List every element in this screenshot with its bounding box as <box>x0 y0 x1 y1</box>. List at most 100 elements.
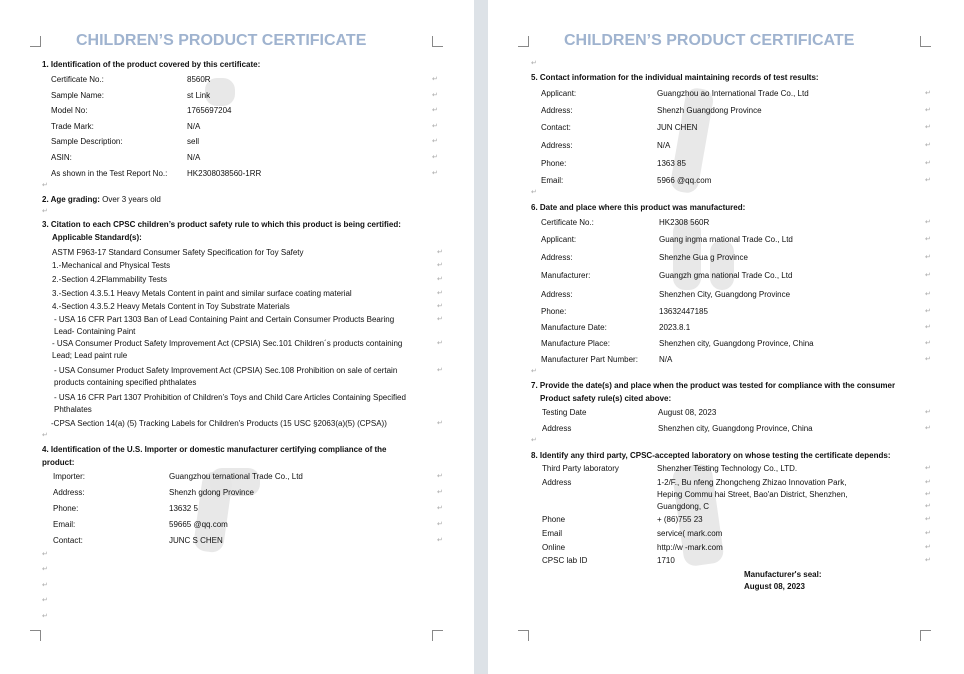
field-value: 2023.8.1 <box>659 323 691 332</box>
section-4-heading-cont: product: <box>42 458 75 467</box>
field-label: Address: <box>541 253 573 262</box>
field-value: 1363 85 <box>657 159 686 168</box>
field-label: Phone <box>542 515 566 524</box>
paragraph-mark: ↵ <box>925 465 931 472</box>
field-label: Email: <box>53 520 76 529</box>
paragraph-mark: ↵ <box>42 432 48 439</box>
field-value: Guangdong, C <box>657 502 710 511</box>
paragraph-mark: ↵ <box>42 551 48 558</box>
field-value: 59665 @qq.com <box>169 520 228 529</box>
corner-mark <box>920 36 931 47</box>
field-label: ASIN: <box>51 153 72 162</box>
field-label: Online <box>542 543 566 552</box>
field-value: JUNC S CHEN <box>169 536 223 545</box>
field-value: August 08, 2023 <box>658 408 717 417</box>
corner-mark <box>518 630 529 641</box>
paragraph-mark: ↵ <box>437 276 443 283</box>
standard-line: -CPSA Section 14(a) (5) Tracking Labels … <box>51 419 387 428</box>
field-value: 5966 @qq.com <box>657 176 712 185</box>
field-value: HK2308038560-1RR <box>187 169 262 178</box>
paragraph-mark: ↵ <box>925 324 931 331</box>
paragraph-mark: ↵ <box>925 308 931 315</box>
field-value: + (86)755 23 <box>657 515 703 524</box>
field-value: 8560R <box>187 75 211 84</box>
standard-line: - USA Consumer Product Safety Improvemen… <box>52 339 403 348</box>
paragraph-mark: ↵ <box>432 107 438 114</box>
paragraph-mark: ↵ <box>437 316 443 323</box>
paragraph-mark: ↵ <box>437 340 443 347</box>
field-value: Shenzhe Gua g Province <box>659 253 748 262</box>
field-value: http://w -mark.com <box>657 543 723 552</box>
paragraph-mark: ↵ <box>531 368 537 375</box>
field-label: Phone: <box>541 159 567 168</box>
corner-mark <box>30 36 41 47</box>
field-label: Sample Name: <box>51 91 104 100</box>
field-label: Address: <box>541 290 573 299</box>
seal-date: August 08, 2023 <box>744 582 805 591</box>
field-value: Shenzh Guangdong Province <box>657 106 762 115</box>
redaction-blur <box>205 78 235 106</box>
field-label: Email <box>542 529 563 538</box>
paragraph-mark: ↵ <box>925 356 931 363</box>
paragraph-mark: ↵ <box>437 521 443 528</box>
field-value: JUN CHEN <box>657 123 698 132</box>
paragraph-mark: ↵ <box>432 123 438 130</box>
standard-line: Lead- Containing Paint <box>54 327 136 336</box>
field-value: 1710 <box>657 556 675 565</box>
field-value: Shenzhen city, Guangdong Province, China <box>659 339 814 348</box>
section-8-heading: 8. Identify any third party, CPSC-accept… <box>531 451 891 460</box>
paragraph-mark: ↵ <box>925 219 931 226</box>
standard-line: 2.-Section 4.2Flammability Tests <box>52 275 168 284</box>
field-label: Address <box>542 478 572 487</box>
field-value: N/A <box>187 122 201 131</box>
field-label: Applicant: <box>541 89 577 98</box>
field-value: N/A <box>657 141 671 150</box>
field-value: N/A <box>659 355 673 364</box>
field-label: As shown in the Test Report No.: <box>51 169 168 178</box>
standard-line: products containing specified phthalates <box>54 378 197 387</box>
paragraph-mark: ↵ <box>42 613 48 620</box>
paragraph-mark: ↵ <box>925 516 931 523</box>
field-value: 1765697204 <box>187 106 232 115</box>
paragraph-mark: ↵ <box>432 76 438 83</box>
paragraph-mark: ↵ <box>925 409 931 416</box>
paragraph-mark: ↵ <box>925 425 931 432</box>
paragraph-mark: ↵ <box>437 489 443 496</box>
paragraph-mark: ↵ <box>925 254 931 261</box>
field-label: Model No: <box>51 106 88 115</box>
paragraph-mark: ↵ <box>42 566 48 573</box>
paragraph-mark: ↵ <box>531 189 537 196</box>
field-label: Third Party laboratory <box>542 464 619 473</box>
standard-line: Lead; Lead paint rule <box>52 351 128 360</box>
field-value: 13632447185 <box>659 307 708 316</box>
paragraph-mark: ↵ <box>437 249 443 256</box>
paragraph-mark: ↵ <box>437 473 443 480</box>
paragraph-mark: ↵ <box>925 479 931 486</box>
redaction-blur <box>710 240 734 290</box>
paragraph-mark: ↵ <box>925 160 931 167</box>
corner-mark <box>30 630 41 641</box>
corner-mark <box>432 36 443 47</box>
paragraph-mark: ↵ <box>437 290 443 297</box>
field-label: Manufacturer Part Number: <box>541 355 638 364</box>
age-grading-value: Over 3 years old <box>102 195 161 204</box>
field-label: Address <box>542 424 572 433</box>
field-label: Trade Mark: <box>51 122 94 131</box>
paragraph-mark: ↵ <box>925 557 931 564</box>
field-value: Guangzhou ternational Trade Co., Ltd <box>169 472 303 481</box>
paragraph-mark: ↵ <box>437 537 443 544</box>
section-1-heading: 1. Identification of the product covered… <box>42 60 261 69</box>
field-value: HK2308 560R <box>659 218 710 227</box>
paragraph-mark: ↵ <box>437 303 443 310</box>
paragraph-mark: ↵ <box>42 208 48 215</box>
field-value: 1-2/F., Bu nfeng Zhongcheng Zhizao Innov… <box>657 478 847 487</box>
field-label: Sample Description: <box>51 137 123 146</box>
page-1: CHILDREN’S PRODUCT CERTIFICATE 1. Identi… <box>0 0 474 674</box>
section-7-heading-cont: Product safety rule(s) cited above: <box>540 394 672 403</box>
paragraph-mark: ↵ <box>42 182 48 189</box>
field-value: Shenzhen City, Guangdong Province <box>659 290 791 299</box>
field-value: st Link <box>187 91 211 100</box>
paragraph-mark: ↵ <box>925 236 931 243</box>
field-label: Phone: <box>53 504 79 513</box>
section-6-heading: 6. Date and place where this product was… <box>531 203 746 212</box>
